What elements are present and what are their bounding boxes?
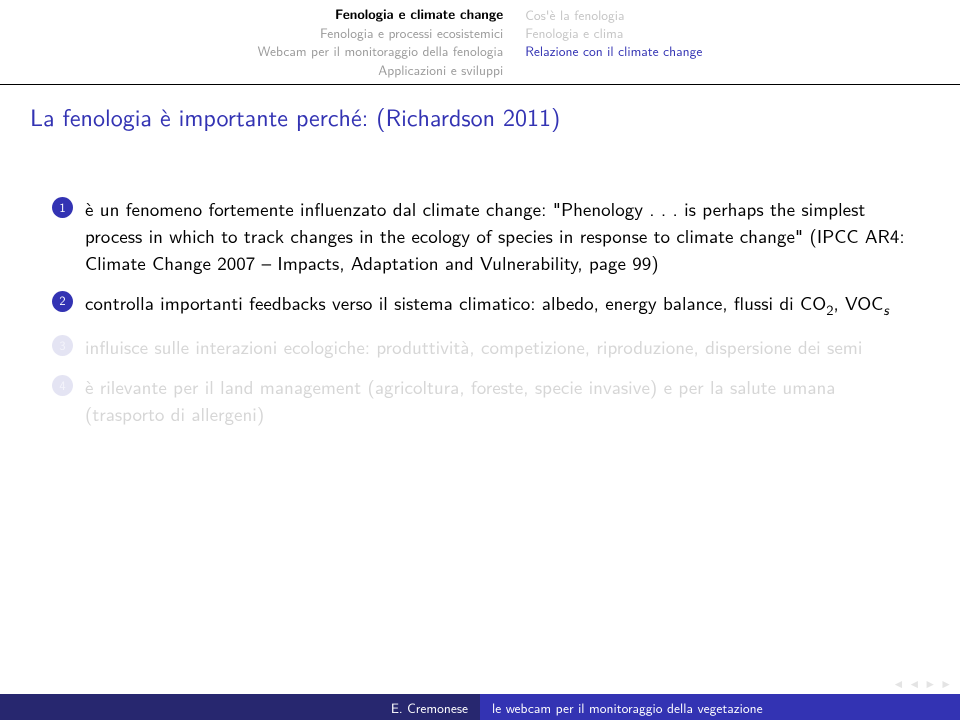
header-subsections: Cos'è la fenologiaFenologia e climaRelaz…: [525, 6, 702, 79]
section-link[interactable]: Webcam per il monitoraggio della fenolog…: [258, 42, 504, 60]
enum-item: 4 è rilevante per il land management (agr…: [52, 373, 908, 427]
footer-author: E. Cremonese: [0, 694, 480, 720]
subsection-link[interactable]: Relazione con il climate change: [525, 42, 702, 60]
footer: E. Cremonese le webcam per il monitoragg…: [0, 694, 960, 720]
header-sections: Fenologia e climate changeFenologia e pr…: [258, 6, 504, 79]
section-link[interactable]: Fenologia e processi ecosistemici: [258, 24, 504, 42]
enum-item: 2 controlla importanti feedbacks verso il…: [52, 289, 908, 321]
enum-text: influisce sulle interazioni ecologiche: …: [85, 333, 908, 360]
subsection-link[interactable]: Cos'è la fenologia: [525, 6, 702, 24]
footer-title: le webcam per il monitoraggio della vege…: [480, 694, 960, 720]
enum-text: è rilevante per il land management (agri…: [85, 373, 908, 427]
nav-icons: ◄ ◄ ► ►: [892, 674, 952, 692]
enum-text: controlla importanti feedbacks verso il …: [85, 289, 908, 321]
nav-prev-icon[interactable]: ◄: [892, 674, 904, 692]
enum-bullet: 4: [52, 375, 73, 396]
subsection-link[interactable]: Fenologia e clima: [525, 24, 702, 42]
enum-text: è un fenomeno fortemente influenzato dal…: [85, 195, 908, 276]
enum-item: 1 è un fenomeno fortemente influenzato da…: [52, 195, 908, 276]
nav-fwd-icon[interactable]: ►: [924, 674, 936, 692]
enum-bullet: 1: [52, 197, 73, 218]
nav-next-icon[interactable]: ►: [940, 674, 952, 692]
enum-item: 3 influisce sulle interazioni ecologiche:…: [52, 333, 908, 360]
content: 1 è un fenomeno fortemente influenzato da…: [0, 140, 960, 427]
section-link[interactable]: Fenologia e climate change: [258, 6, 504, 24]
nav-back-icon[interactable]: ◄: [908, 674, 920, 692]
enum-bullet: 2: [52, 291, 73, 312]
enum-bullet: 3: [52, 335, 73, 356]
section-link[interactable]: Applicazioni e sviluppi: [258, 61, 504, 79]
frame-title: La fenologia è importante perché: (Richa…: [0, 85, 960, 140]
header: Fenologia e climate changeFenologia e pr…: [0, 0, 960, 81]
